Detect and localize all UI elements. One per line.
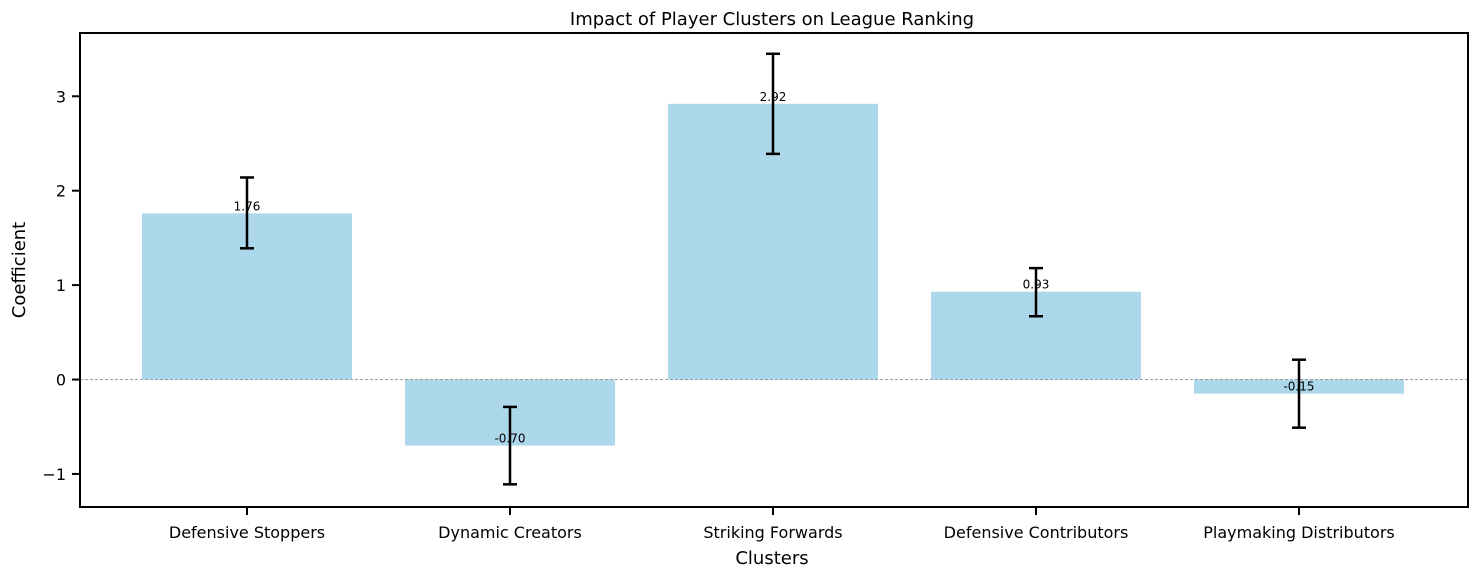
x-tick-label-1: Dynamic Creators: [438, 523, 582, 542]
x-tick-label-2: Striking Forwards: [703, 523, 842, 542]
data-label-2: 2.92: [760, 90, 787, 104]
chart-title: Impact of Player Clusters on League Rank…: [570, 9, 974, 30]
y-tick-label-0: −1: [42, 465, 66, 484]
data-label-4: -0.15: [1283, 380, 1314, 394]
x-axis-ticks: Defensive Stoppers Dynamic Creators Striki…: [169, 507, 1395, 542]
error-bars-group: [240, 52, 1306, 486]
data-label-1: -0.70: [494, 432, 525, 446]
data-label-3: 0.93: [1023, 278, 1050, 292]
data-label-0: 1.76: [234, 199, 261, 213]
y-axis-label: Coefficient: [9, 222, 30, 319]
x-tick-label-0: Defensive Stoppers: [169, 523, 325, 542]
x-tick-label-4: Playmaking Distributors: [1203, 523, 1395, 542]
y-tick-label-2: 1: [56, 276, 66, 295]
y-tick-label-3: 2: [56, 182, 66, 201]
x-axis-label: Clusters: [735, 548, 808, 569]
data-labels-group: 1.76 -0.70 2.92 0.93 -0.15: [234, 90, 1315, 446]
y-tick-label-4: 3: [56, 87, 66, 106]
x-tick-label-3: Defensive Contributors: [944, 523, 1129, 542]
y-axis-ticks: −1 0 1 2 3: [42, 87, 80, 484]
y-tick-label-1: 0: [56, 371, 66, 390]
